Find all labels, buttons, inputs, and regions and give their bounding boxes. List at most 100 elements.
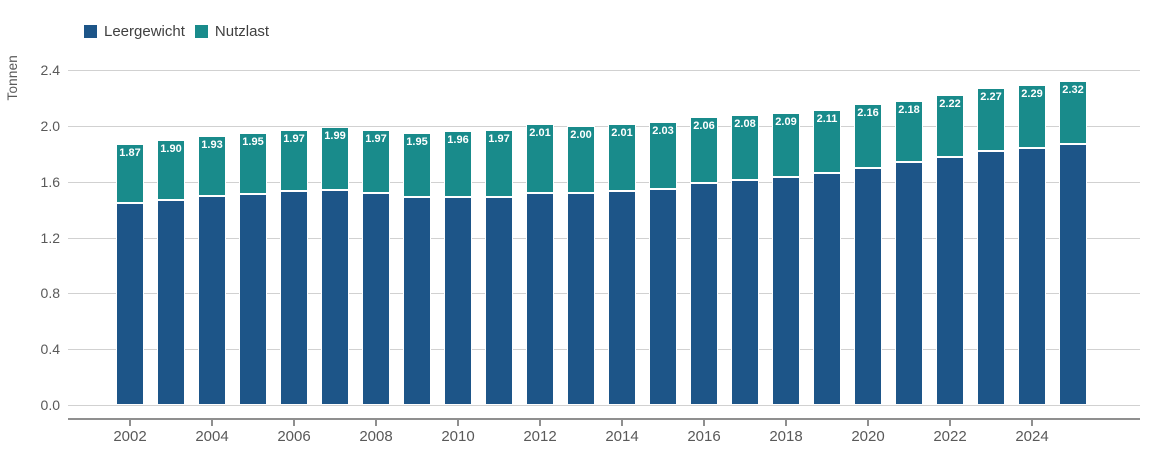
x-tick-mark [457,420,459,426]
y-tick-label: 1.6 [40,173,60,190]
bar-segment-nutzlast-2002[interactable] [116,143,144,203]
bar-total-label-2002: 1.87 [119,146,141,159]
x-tick-mark [703,420,705,426]
bar-segment-leergewicht-2007[interactable] [321,190,349,405]
y-tick-label: 2.4 [40,62,60,78]
bar-total-label-2014: 2.01 [611,127,633,140]
x-tick-mark [129,420,131,426]
bar-segment-nutzlast-2015[interactable] [649,121,677,189]
bar-segment-leergewicht-2025[interactable] [1059,143,1087,405]
legend-label-nutzlast: Nutzlast [214,23,270,40]
bar-segment-leergewicht-2019[interactable] [813,173,841,405]
bar-segment-leergewicht-2009[interactable] [403,197,431,405]
gridline [68,181,1140,183]
x-tick-label: 2004 [195,428,229,445]
bar-segment-leergewicht-2021[interactable] [895,162,923,405]
bar-segment-nutzlast-2006[interactable] [280,130,308,192]
bar-segment-nutzlast-2017[interactable] [731,114,759,181]
bar-segment-leergewicht-2023[interactable] [977,150,1005,405]
bar-segment-nutzlast-2005[interactable] [239,132,267,195]
bar-segment-nutzlast-2021[interactable] [895,100,923,163]
bar-segment-nutzlast-2018[interactable] [772,113,800,178]
bar-segment-leergewicht-2010[interactable] [444,197,472,405]
bar-total-label-2022: 2.22 [939,98,961,111]
bar-total-label-2017: 2.08 [734,117,756,130]
bar-total-label-2025: 2.32 [1062,84,1084,97]
bar-segment-leergewicht-2016[interactable] [690,183,718,405]
bar-total-label-2021: 2.18 [898,103,920,116]
bar-segment-nutzlast-2019[interactable] [813,110,841,174]
x-tick-label: 2024 [1015,428,1049,445]
y-tick-label: 0.8 [40,285,60,302]
bar-segment-leergewicht-2022[interactable] [936,156,964,405]
x-tick-mark [375,420,377,426]
y-tick-label: 1.2 [40,229,60,246]
bar-segment-nutzlast-2003[interactable] [157,139,185,200]
x-tick-label: 2008 [359,428,393,445]
bar-segment-leergewicht-2012[interactable] [526,192,554,405]
bar-segment-leergewicht-2024[interactable] [1018,148,1046,405]
gridline [68,70,1140,71]
bar-segment-nutzlast-2025[interactable] [1059,81,1087,144]
x-tick-label: 2006 [277,428,311,445]
legend-item-leergewicht[interactable]: Leergewicht [84,24,185,39]
bar-segment-nutzlast-2007[interactable] [321,127,349,191]
bar-segment-leergewicht-2004[interactable] [198,195,226,405]
leergewicht-swatch-icon [84,25,97,38]
bar-segment-nutzlast-2011[interactable] [485,130,513,197]
bar-total-label-2009: 1.95 [406,135,428,148]
x-tick-label: 2002 [113,428,147,445]
gridline [68,237,1140,239]
x-tick-mark [867,420,869,426]
bar-segment-leergewicht-2006[interactable] [280,191,308,405]
y-tick-label: 0.0 [40,397,60,413]
bar-total-label-2003: 1.90 [160,142,182,155]
bar-segment-leergewicht-2005[interactable] [239,194,267,405]
y-tick-label: 0.4 [40,341,60,358]
bar-total-label-2018: 2.09 [775,116,797,129]
bar-segment-nutzlast-2009[interactable] [403,132,431,198]
bar-segment-nutzlast-2023[interactable] [977,88,1005,151]
bar-segment-leergewicht-2014[interactable] [608,191,636,405]
bar-segment-leergewicht-2015[interactable] [649,188,677,405]
x-tick-mark [949,420,951,426]
bar-segment-leergewicht-2017[interactable] [731,180,759,405]
bar-segment-nutzlast-2016[interactable] [690,117,718,184]
bar-segment-leergewicht-2003[interactable] [157,199,185,405]
x-tick-mark [211,420,213,426]
bar-total-label-2004: 1.93 [201,138,223,151]
x-tick-mark [293,420,295,426]
bar-segment-leergewicht-2008[interactable] [362,192,390,405]
bar-segment-nutzlast-2010[interactable] [444,131,472,197]
bar-total-label-2005: 1.95 [242,135,264,148]
bar-segment-nutzlast-2020[interactable] [854,103,882,168]
x-tick-label: 2020 [851,428,885,445]
bar-segment-nutzlast-2014[interactable] [608,124,636,192]
bar-segment-leergewicht-2002[interactable] [116,202,144,405]
bar-total-label-2020: 2.16 [857,106,879,119]
bar-segment-nutzlast-2004[interactable] [198,135,226,196]
bar-total-label-2013: 2.00 [570,128,592,141]
legend: Leergewicht Nutzlast [84,24,269,39]
legend-item-nutzlast[interactable]: Nutzlast [194,23,270,40]
bar-segment-leergewicht-2020[interactable] [854,167,882,405]
x-tick-mark [785,420,787,426]
bar-segment-leergewicht-2013[interactable] [567,192,595,405]
x-tick-mark [621,420,623,426]
bar-segment-nutzlast-2013[interactable] [567,125,595,193]
bar-segment-nutzlast-2012[interactable] [526,124,554,193]
x-tick-mark [539,420,541,426]
bar-segment-nutzlast-2024[interactable] [1018,85,1046,149]
bar-segment-leergewicht-2011[interactable] [485,197,513,405]
legend-label-leergewicht: Leergewicht [104,23,185,40]
bar-segment-nutzlast-2008[interactable] [362,130,390,193]
bar-segment-leergewicht-2018[interactable] [772,177,800,405]
x-axis-line [68,418,1140,420]
bar-total-label-2023: 2.27 [980,91,1002,104]
x-tick-label: 2010 [441,428,475,445]
gridline [68,293,1140,295]
bar-segment-nutzlast-2022[interactable] [936,95,964,157]
bar-total-label-2007: 1.99 [324,130,346,143]
